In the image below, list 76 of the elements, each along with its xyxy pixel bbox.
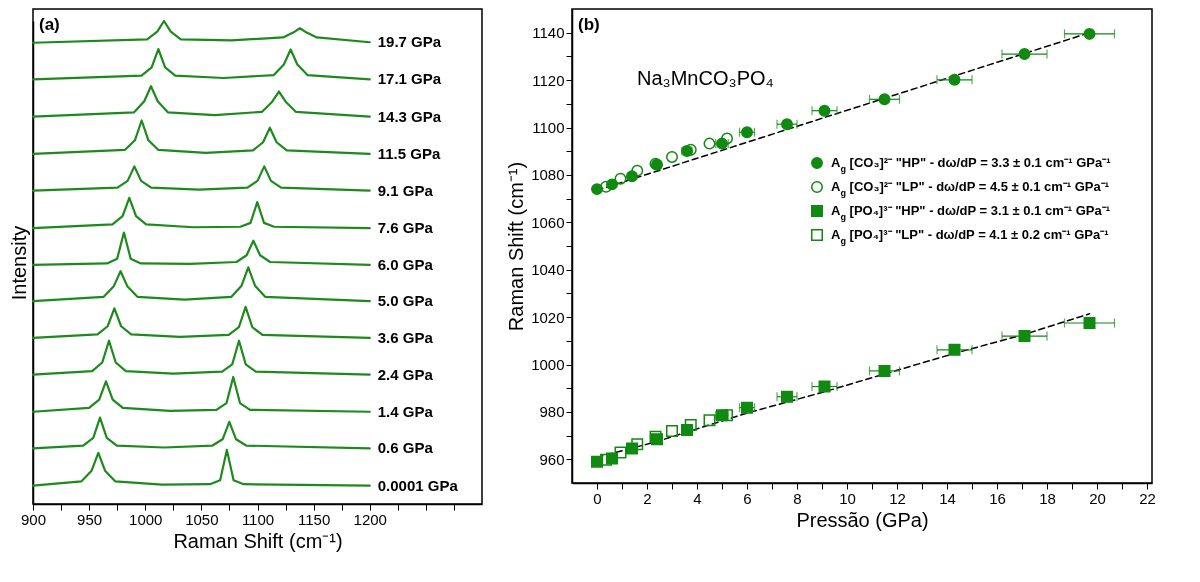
y-tick-label: 1080 bbox=[531, 166, 565, 184]
point bbox=[684, 418, 697, 431]
x-tick-label: 6 bbox=[743, 489, 752, 507]
point bbox=[878, 93, 891, 106]
legend-label: A$_{g}$ [CO₃]²⁻ "HP" - dω/dP = 3.3 ± 0.1 cm⁻¹ GPa⁻¹ bbox=[831, 155, 1111, 175]
x-tick-label: 20 bbox=[1089, 489, 1106, 507]
y-axis-title: Raman Shift (cm⁻¹) bbox=[505, 161, 528, 332]
series-label: 9.1 GPa bbox=[377, 181, 434, 199]
point bbox=[1083, 27, 1096, 40]
x-tick-label: 22 bbox=[1139, 489, 1156, 507]
legend-label: A$_{g}$ [PO₄]³⁻ "HP" - dω/dP = 3.1 ± 0.1 cm⁻¹ GPa⁻¹ bbox=[831, 203, 1110, 223]
x-axis-title: Raman Shift (cm⁻¹) bbox=[173, 529, 343, 552]
x-tick-label: 14 bbox=[939, 489, 956, 507]
x-tick-label: 2 bbox=[643, 489, 652, 507]
x-axis-title: Pressão (GPa) bbox=[796, 508, 929, 531]
x-tick-label: 1000 bbox=[129, 510, 163, 528]
point bbox=[818, 380, 831, 393]
x-tick-label: 1100 bbox=[241, 510, 275, 528]
point bbox=[878, 364, 891, 377]
x-tick-label: 900 bbox=[20, 510, 47, 528]
point bbox=[818, 104, 831, 117]
series-label: 7.6 GPa bbox=[377, 219, 434, 237]
annotation: (b) bbox=[578, 15, 600, 34]
x-tick-label: 16 bbox=[989, 489, 1006, 507]
series-label: 14.3 GPa bbox=[377, 107, 442, 125]
series-label: 11.5 GPa bbox=[377, 144, 441, 162]
y-tick-label: 980 bbox=[539, 403, 565, 421]
y-tick-label: 1140 bbox=[532, 24, 565, 42]
x-tick-label: 8 bbox=[793, 489, 802, 507]
annotation: (a) bbox=[39, 15, 60, 34]
point bbox=[948, 73, 961, 86]
point bbox=[703, 414, 716, 427]
y-tick-label: 1000 bbox=[531, 356, 565, 373]
y-tick-label: 1060 bbox=[531, 213, 565, 231]
point bbox=[1018, 48, 1031, 61]
y-tick-label: 1020 bbox=[531, 308, 565, 326]
point bbox=[1018, 330, 1031, 343]
point bbox=[614, 446, 627, 459]
point bbox=[591, 183, 603, 196]
series-label: 5.0 GPa bbox=[377, 292, 434, 310]
y-tick-label: 1120 bbox=[532, 71, 565, 89]
series-label: 19.7 GPa bbox=[377, 33, 442, 51]
series-label: 0.0001 GPa bbox=[377, 476, 459, 494]
series-label: 6.0 GPa bbox=[377, 255, 434, 273]
x-tick-label: 10 bbox=[839, 489, 856, 507]
legend-label: A$_{g}$ [CO₃]²⁻ "LP" - dω/dP = 4.5 ± 0.1 cm⁻¹ GPa⁻¹ bbox=[831, 179, 1110, 199]
y-tick-label: 1100 bbox=[532, 119, 565, 136]
x-tick-label: 4 bbox=[693, 489, 702, 507]
annotation: Na₃MnCO₃PO₄ bbox=[637, 67, 774, 89]
y-tick-label: 960 bbox=[539, 450, 565, 468]
y-axis-title: Intensity bbox=[7, 225, 30, 301]
series-label: 3.6 GPa bbox=[377, 328, 434, 346]
x-tick-label: 1150 bbox=[297, 510, 331, 528]
point bbox=[666, 425, 678, 438]
x-tick-label: 950 bbox=[77, 510, 103, 528]
point bbox=[781, 390, 793, 403]
x-tick-label: 18 bbox=[1039, 489, 1056, 507]
series-label: 2.4 GPa bbox=[377, 365, 434, 383]
x-tick-label: 12 bbox=[889, 489, 906, 507]
series-label: 1.4 GPa bbox=[377, 402, 434, 420]
point bbox=[781, 118, 793, 131]
point bbox=[721, 132, 733, 145]
point bbox=[631, 164, 644, 177]
x-tick-label: 1050 bbox=[185, 510, 219, 528]
y-tick-label: 1040 bbox=[531, 261, 565, 279]
series-label: 17.1 GPa bbox=[377, 70, 442, 88]
point bbox=[614, 172, 627, 185]
point bbox=[631, 438, 644, 451]
x-tick-label: 0 bbox=[593, 489, 602, 507]
legend-label: A$_{g}$ [PO₄]³⁻ "LP" - dω/dP = 4.1 ± 0.2 cm⁻¹ GPa⁻¹ bbox=[831, 227, 1109, 247]
point bbox=[666, 150, 678, 163]
series-label: 0.6 GPa bbox=[377, 439, 434, 457]
point bbox=[721, 409, 733, 422]
point bbox=[1083, 317, 1096, 330]
x-tick-label: 1200 bbox=[353, 510, 387, 528]
point bbox=[948, 343, 961, 356]
